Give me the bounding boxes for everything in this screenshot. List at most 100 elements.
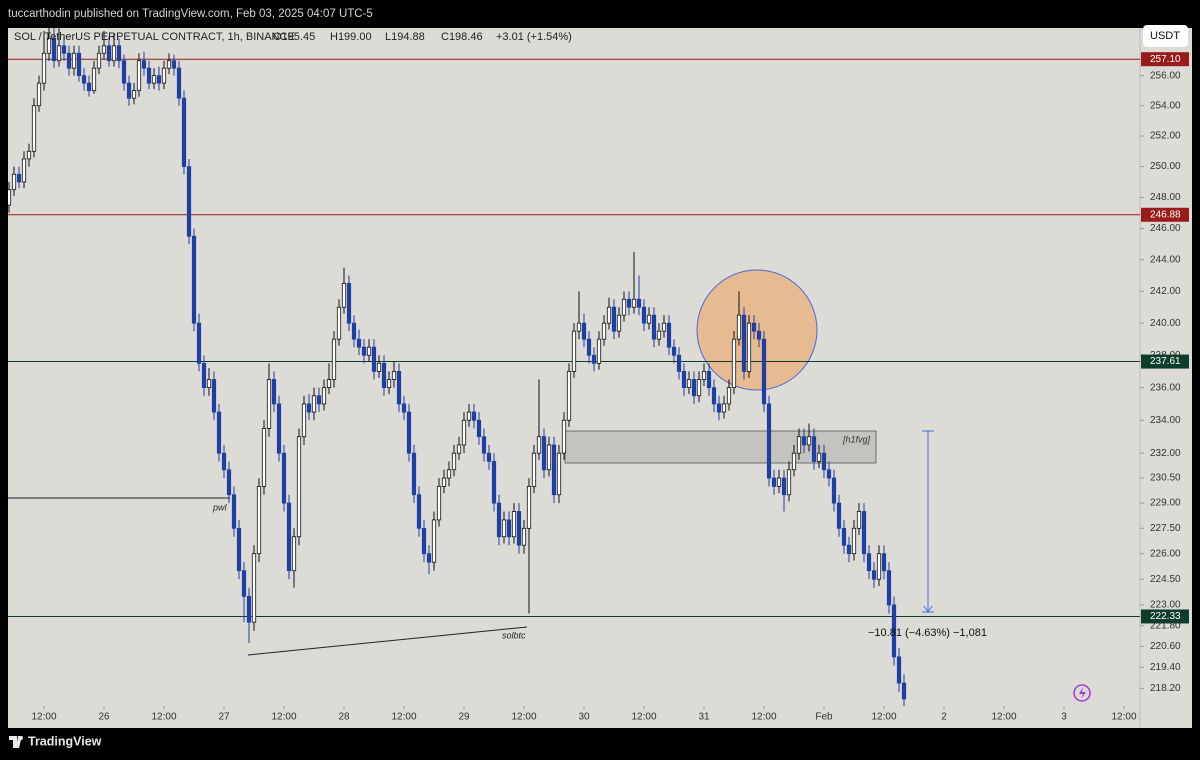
- candle-body: [8, 189, 12, 206]
- candle-body: [431, 519, 437, 563]
- candle-body: [721, 403, 727, 413]
- x-tick-label: 12:00: [751, 712, 776, 723]
- ohlc-low: L194.88: [385, 31, 425, 43]
- candle-body: [891, 604, 897, 658]
- candle-body: [591, 354, 597, 364]
- y-tick-label: 220.60: [1150, 641, 1181, 652]
- ohlc-high: H199.00: [330, 31, 372, 43]
- candle-body: [211, 379, 217, 413]
- candle-body: [631, 298, 637, 308]
- brand-name: TradingView: [28, 734, 102, 748]
- candles: [8, 28, 907, 706]
- y-tick-label: 242.00: [1150, 286, 1181, 297]
- candle-body: [151, 75, 157, 84]
- currency-button[interactable]: [1143, 25, 1188, 47]
- candle-body: [186, 166, 192, 237]
- candle-body: [561, 419, 567, 454]
- candle-body: [156, 75, 162, 84]
- plot: [8, 28, 1140, 706]
- change: +3.01 (+1.54%): [496, 31, 572, 43]
- candle-body: [331, 338, 337, 380]
- candle-body: [36, 82, 42, 107]
- candle-body: [706, 371, 712, 389]
- trend-label: solbtc: [502, 630, 526, 640]
- candle-body: [346, 283, 352, 324]
- publish-info: tuccarthodin published on TradingView.co…: [8, 8, 373, 20]
- candle-body: [326, 379, 332, 389]
- candle-body: [161, 67, 167, 84]
- candle-body: [636, 298, 642, 308]
- candle-body: [786, 469, 792, 496]
- candle-body: [146, 67, 152, 84]
- x-tick-label: 12:00: [391, 712, 416, 723]
- currency-label: USDT: [1150, 30, 1180, 42]
- y-tick-label: 240.00: [1150, 318, 1181, 329]
- candle-body: [676, 354, 682, 372]
- candle-body: [166, 60, 172, 69]
- candle-body: [511, 511, 517, 538]
- x-tick-label: 12:00: [271, 712, 296, 723]
- candle-body: [361, 346, 367, 356]
- candle-body: [241, 570, 247, 597]
- x-tick-label: 28: [338, 712, 350, 723]
- candle-body: [401, 403, 407, 413]
- candle-body: [181, 97, 187, 168]
- pwl-label: pwl: [212, 502, 228, 512]
- candle-body: [26, 150, 32, 160]
- candle-body: [456, 444, 462, 454]
- brand-logo: [9, 736, 22, 748]
- y-tick-label: 256.00: [1150, 70, 1181, 81]
- candle-body: [601, 322, 607, 340]
- y-tick-label: 250.00: [1150, 161, 1181, 172]
- candle-body: [466, 411, 472, 421]
- candle-body: [576, 322, 582, 332]
- candle-body: [121, 60, 127, 84]
- candle-body: [381, 362, 387, 389]
- candle-body: [291, 536, 297, 572]
- candle-body: [311, 395, 317, 413]
- candle-body: [266, 379, 272, 429]
- candle-body: [901, 682, 907, 700]
- candle-body: [626, 298, 632, 308]
- candle-body: [791, 452, 797, 471]
- candle-body: [751, 322, 757, 332]
- candle-body: [416, 494, 422, 529]
- candle-body: [541, 436, 547, 471]
- candle-body: [656, 330, 662, 340]
- candle-body: [471, 411, 477, 421]
- candle-body: [641, 306, 647, 324]
- y-tick-label: 236.00: [1150, 382, 1181, 393]
- candle-body: [446, 469, 452, 479]
- candle-body: [246, 595, 252, 623]
- candle-body: [46, 37, 52, 54]
- candle-body: [276, 403, 282, 454]
- candle-body: [106, 45, 112, 62]
- candle-body: [596, 338, 602, 364]
- candle-body: [96, 52, 102, 69]
- alert-icon[interactable]: [1073, 684, 1091, 702]
- y-tick-label: 252.00: [1150, 131, 1181, 142]
- candle-body: [581, 322, 587, 340]
- x-tick-label: 12:00: [511, 712, 536, 723]
- candle-body: [661, 322, 667, 332]
- trend-line: [247, 626, 528, 656]
- candle-body: [256, 485, 262, 555]
- candle-body: [506, 519, 512, 538]
- x-tick-label: 29: [458, 712, 470, 723]
- candle-body: [371, 346, 377, 372]
- candle-body: [551, 444, 557, 496]
- symbol: SOL / TetherUS PERPETUAL CONTRACT, 1h, B…: [14, 31, 295, 43]
- measure-label: −10.81 (−4.63%) −1,081: [868, 627, 987, 639]
- candle-body: [731, 338, 737, 389]
- level-tag: [1141, 207, 1189, 222]
- fvg-label: [h1fvg]: [842, 434, 871, 444]
- candle-body: [836, 502, 842, 529]
- candle-body: [736, 314, 742, 340]
- candle-body: [286, 502, 292, 572]
- candle-body: [191, 235, 197, 324]
- candle-body: [11, 173, 17, 191]
- candle-body: [746, 322, 752, 372]
- candle-body: [841, 527, 847, 546]
- candle-body: [176, 67, 182, 99]
